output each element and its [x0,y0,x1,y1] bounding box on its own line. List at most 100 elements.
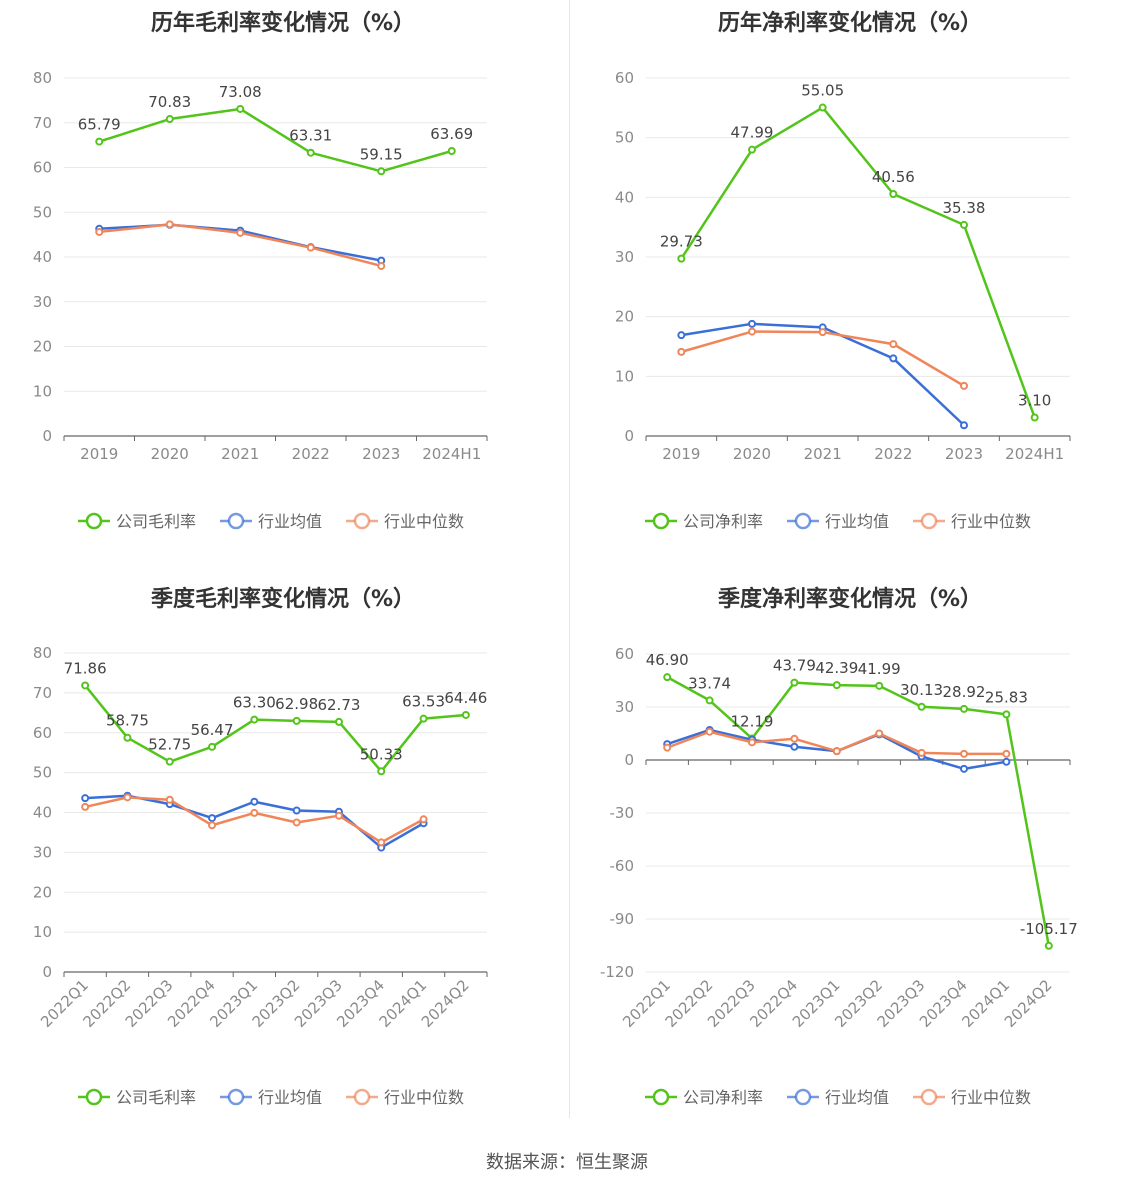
data-point[interactable] [165,795,174,804]
data-point[interactable] [1002,749,1011,758]
data-point[interactable] [377,167,386,176]
data-point[interactable] [334,811,343,820]
y-tick-label: -60 [610,857,635,875]
data-point[interactable] [292,818,301,827]
data-point[interactable] [960,704,968,713]
data-point[interactable] [818,328,827,337]
data-point[interactable] [677,347,686,356]
data-point[interactable] [165,757,174,766]
data-point[interactable] [123,733,132,742]
y-tick-label: 80 [33,69,52,87]
data-point[interactable] [889,189,898,198]
data-point[interactable] [832,747,841,756]
data-point[interactable] [377,261,386,270]
data-point[interactable] [208,742,217,751]
data-point[interactable] [705,696,714,705]
legend-item[interactable]: 公司毛利率 [78,512,196,531]
data-point[interactable] [663,743,672,752]
legend-item[interactable]: 公司净利率 [645,1088,763,1107]
legend-item[interactable]: 公司净利率 [645,512,763,531]
data-point[interactable] [292,716,301,725]
data-point[interactable] [81,681,90,690]
legend-item[interactable]: 行业均值 [787,1088,889,1107]
x-tick-label: 2024H1 [1005,445,1064,463]
data-point[interactable] [705,727,714,736]
y-tick-label: 60 [33,159,52,177]
data-point[interactable] [306,148,315,157]
data-point[interactable] [889,354,898,363]
data-point[interactable] [748,145,756,154]
data-label: 63.31 [289,127,332,145]
data-point[interactable] [306,243,315,252]
data-point[interactable] [208,814,217,823]
legend-item[interactable]: 公司毛利率 [78,1088,196,1107]
y-tick-label: 60 [615,645,634,663]
data-point[interactable] [790,742,799,751]
data-point[interactable] [748,327,756,336]
data-point[interactable] [960,764,968,773]
data-point[interactable] [875,729,884,738]
data-point[interactable] [250,808,259,817]
legend-item[interactable]: 行业中位数 [913,512,1031,531]
legend-item[interactable]: 行业中位数 [346,512,464,531]
data-point[interactable] [677,254,686,263]
data-point[interactable] [748,319,756,328]
data-point[interactable] [832,681,841,690]
x-tick-label: 2019 [662,445,700,463]
data-point[interactable] [960,220,968,229]
data-point[interactable] [818,103,827,112]
legend-item[interactable]: 行业均值 [220,512,322,531]
data-point[interactable] [95,227,104,236]
data-point[interactable] [419,714,428,723]
data-point[interactable] [165,220,174,229]
data-point[interactable] [165,115,174,124]
data-point[interactable] [889,340,898,349]
data-point[interactable] [208,821,217,830]
data-point[interactable] [95,137,104,146]
data-point[interactable] [790,678,799,687]
data-point[interactable] [81,802,90,811]
legend-item[interactable]: 行业中位数 [346,1088,464,1107]
data-label: 3.10 [1018,392,1051,410]
data-label: 64.46 [444,689,487,707]
data-point[interactable] [677,331,686,340]
data-point[interactable] [334,717,343,726]
data-point[interactable] [250,797,259,806]
data-point[interactable] [447,146,456,155]
data-point[interactable] [123,793,132,802]
data-point[interactable] [875,681,884,690]
data-point[interactable] [917,748,926,757]
data-point[interactable] [1002,710,1011,719]
data-point[interactable] [461,710,470,719]
x-tick-label: 2019 [80,445,118,463]
legend-item[interactable]: 行业均值 [220,1088,322,1107]
data-point[interactable] [1044,941,1053,950]
data-point[interactable] [960,381,968,390]
data-point[interactable] [960,749,968,758]
chart-svg: 历年毛利率变化情况（%） 0 10 20 30 40 50 60 70 80 2019 2020 202… [33,10,488,531]
data-point[interactable] [960,421,968,430]
data-point[interactable] [917,702,926,711]
data-label: 63.69 [430,125,473,143]
data-point[interactable] [236,104,245,113]
data-point[interactable] [1002,757,1011,766]
data-point[interactable] [663,673,672,682]
data-label: 33.74 [688,674,731,692]
data-point[interactable] [292,806,301,815]
y-tick-label: 30 [33,293,52,311]
data-label: 41.99 [858,660,901,678]
data-point[interactable] [250,715,259,724]
data-point[interactable] [377,838,386,847]
legend-item[interactable]: 行业中位数 [913,1088,1031,1107]
y-tick-label: 30 [33,843,52,861]
data-point[interactable] [236,228,245,237]
x-tick-label: 2021 [221,445,259,463]
data-point[interactable] [81,794,90,803]
data-point[interactable] [790,734,799,743]
legend-item[interactable]: 行业均值 [787,512,889,531]
data-point[interactable] [419,815,428,824]
data-point[interactable] [748,738,756,747]
data-point[interactable] [1030,413,1039,422]
data-point[interactable] [377,767,386,776]
data-label: 59.15 [360,145,403,163]
